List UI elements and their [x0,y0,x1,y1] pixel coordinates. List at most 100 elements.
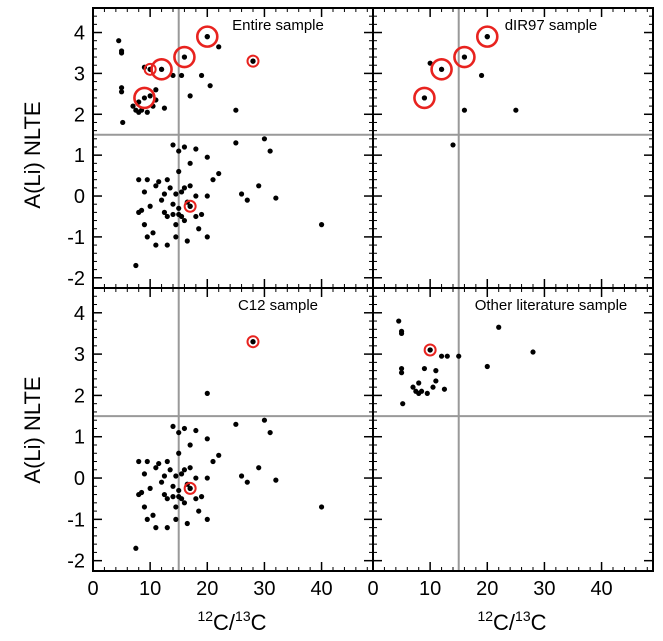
data-point [173,516,179,522]
data-point [430,384,436,390]
data-point [261,417,268,423]
data-point [133,545,139,551]
data-point [438,353,445,359]
data-point [153,242,159,248]
data-point [144,516,150,522]
panel-frame [92,7,374,289]
highlight-point [427,347,433,353]
y-axis-label-bottom: A(Li) NLTE [20,376,45,483]
x-tick-label: 30 [533,578,555,600]
data-point [238,473,245,479]
highlight-point [181,54,188,60]
data-point [164,177,170,183]
data-point [196,226,202,232]
data-point [153,465,159,471]
highlight-point [187,485,193,491]
data-point [193,193,199,199]
y-tick-label: -2 [67,551,85,573]
data-point [441,386,448,392]
y-tick-label: 3 [74,63,85,85]
highlight-ring [195,25,219,48]
data-point [170,483,176,489]
data-point [450,142,456,148]
x-tick-label: 40 [590,578,612,600]
data-point [164,458,170,465]
data-point [410,384,416,390]
data-point [273,477,279,483]
data-point [184,238,190,244]
data-point [158,197,165,203]
data-point [181,500,188,506]
data-point [170,142,176,148]
highlight-ring [143,62,157,76]
highlight-ring [430,58,453,81]
data-point [150,512,156,518]
data-point [530,349,536,355]
data-point [144,177,150,183]
highlight-point [438,66,445,72]
data-point [164,242,170,248]
data-point [233,421,239,427]
data-point [158,479,165,485]
data-point [198,494,205,500]
data-point [461,107,468,113]
data-point [178,471,185,477]
data-point [176,148,182,154]
highlight-ring [173,45,196,69]
data-point [400,401,406,407]
panel-title: Entire sample [232,17,324,34]
panel-4: 0 10 20 30 40 Other literature sample [367,287,654,600]
data-point [204,154,210,160]
data-point [233,140,239,146]
data-point [141,471,148,477]
highlight-point [421,95,428,101]
data-point [181,467,188,473]
data-point [176,429,182,436]
data-point [173,504,179,510]
data-point [198,211,205,218]
y-tick-label: -1 [67,509,85,531]
data-point [418,388,425,394]
data-point [193,146,199,152]
highlight-point [250,58,256,64]
y-axis-label-top: A(Li) NLTE [20,101,45,208]
data-point [216,170,222,177]
data-point [147,485,153,491]
data-point [273,195,279,201]
data-point [164,525,170,531]
highlight-point [461,54,468,60]
data-point [193,213,199,220]
data-point [204,436,210,442]
data-point [187,465,193,471]
highlight-point [250,339,256,345]
data-point [193,475,199,481]
highlight-point [187,203,193,209]
panel-1: -2 -1 0 1 2 3 4 Entire sample [67,7,374,290]
data-point [196,508,202,514]
data-point [144,234,150,240]
panel-title: Other literature sample [475,297,628,314]
data-point [433,378,439,384]
data-point [176,450,182,456]
x-tick-label: 10 [139,578,161,600]
data-point [187,442,193,448]
data-point [118,85,125,91]
data-point [421,365,428,372]
data-point [396,318,402,324]
data-point [170,423,176,430]
data-point [141,222,148,228]
highlight-point [158,66,165,72]
data-point [173,473,179,479]
data-point [136,177,142,183]
data-point [484,363,490,370]
data-point [181,425,188,432]
data-point [167,185,173,191]
data-point [178,496,185,502]
data-point [178,189,185,195]
y-tick-label: 0 [74,468,85,490]
highlight-ring [423,343,437,357]
data-point [170,211,176,218]
data-point [256,465,262,471]
